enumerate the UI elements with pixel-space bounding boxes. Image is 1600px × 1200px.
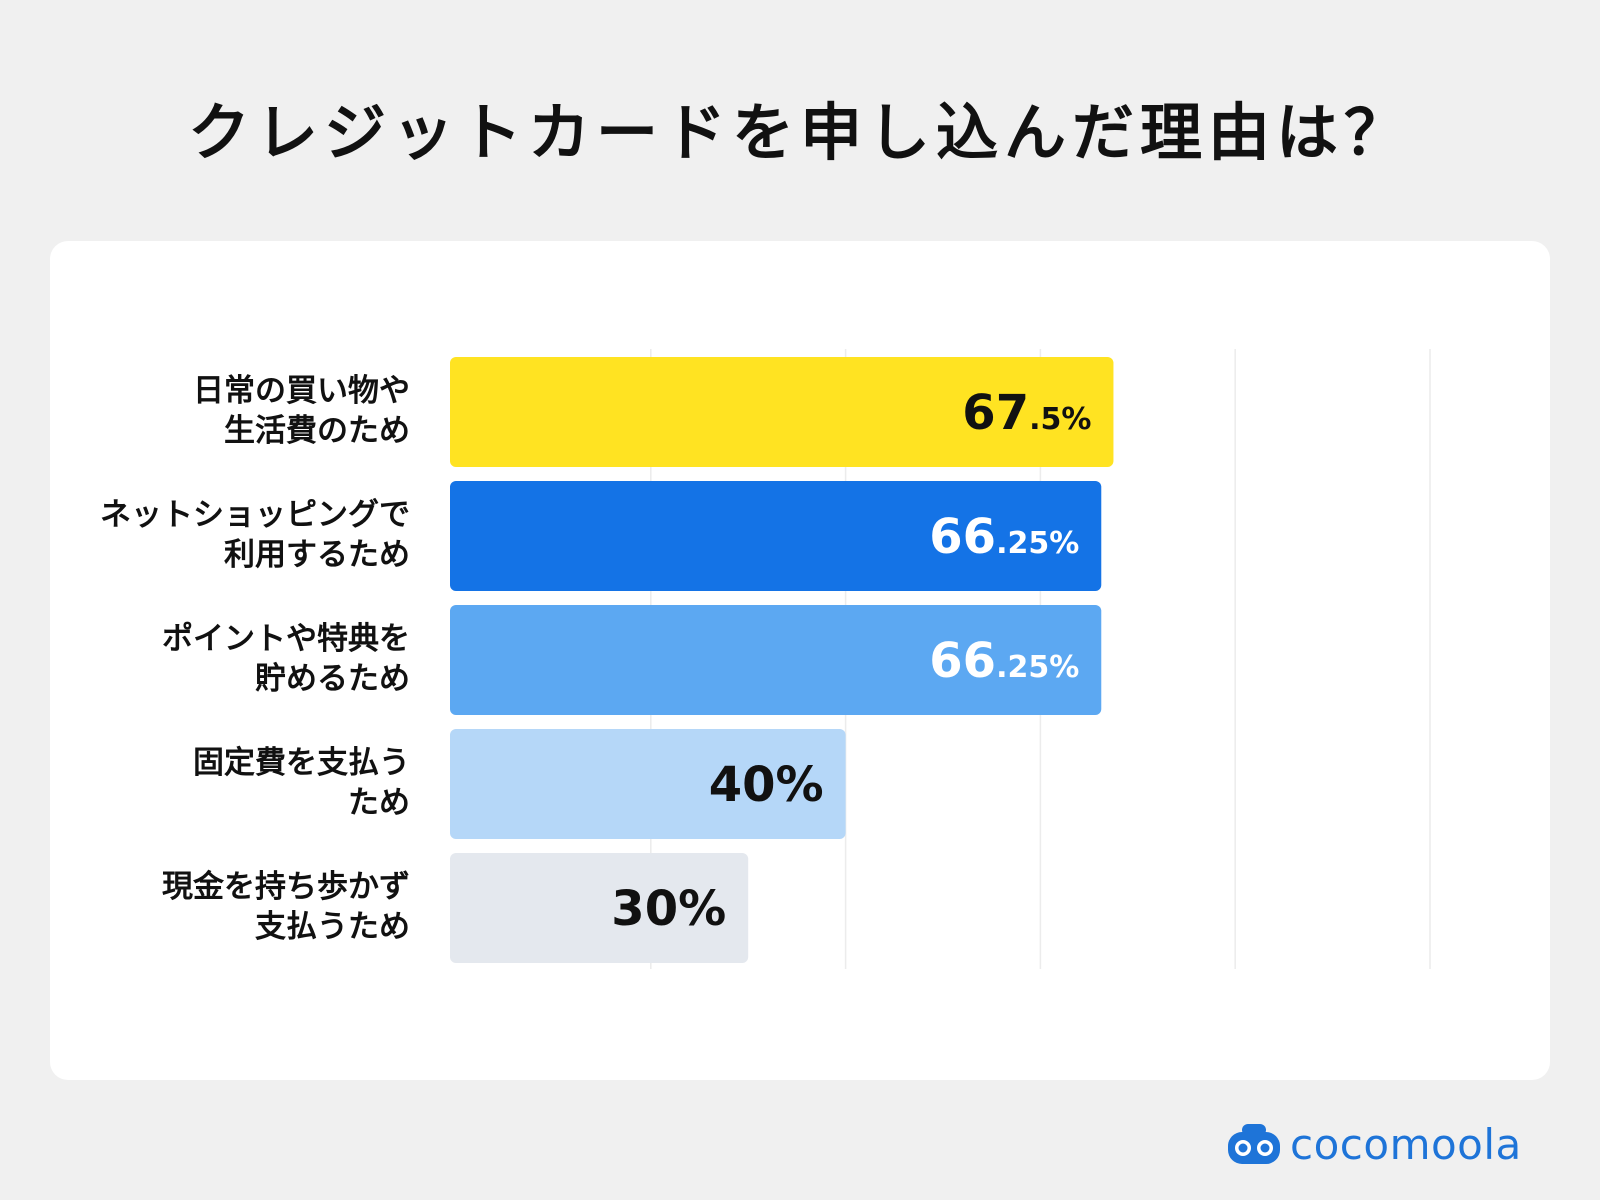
value-label: 30%	[611, 881, 726, 937]
bar	[450, 357, 1114, 467]
category-label: 生活費のため	[224, 413, 410, 449]
category-label: ポイントや特典を	[162, 621, 410, 657]
category-label: 日常の買い物や	[193, 373, 410, 409]
category-label: 固定費を支払う	[193, 745, 410, 781]
chart-card: 日常の買い物や生活費のため 67.5% ネットショッピングで利用するため 66.25%…	[50, 241, 1550, 1080]
category-label: 現金を持ち歩かず	[162, 869, 410, 905]
category-label: ため	[348, 785, 410, 821]
bar	[450, 853, 749, 963]
value-label: 66.25%	[929, 509, 1079, 565]
value-label: 66.25%	[929, 633, 1079, 689]
cocomoola-logo-icon	[1228, 1124, 1280, 1164]
category-label: 利用するため	[224, 537, 410, 573]
category-label: ネットショッピングで	[100, 497, 410, 533]
category-label: 支払うため	[255, 909, 410, 945]
value-label: 40%	[709, 757, 824, 813]
bar	[450, 481, 1102, 591]
bar	[450, 729, 846, 839]
chart-title: クレジットカードを申し込んだ理由は？	[187, 96, 1412, 169]
category-label: 貯めるため	[255, 661, 410, 697]
cocomoola-logo: cocomoola	[1226, 1118, 1522, 1170]
bar	[450, 605, 1102, 715]
value-label: 67.5%	[962, 385, 1091, 441]
logo-text: cocomoola	[1290, 1119, 1522, 1169]
